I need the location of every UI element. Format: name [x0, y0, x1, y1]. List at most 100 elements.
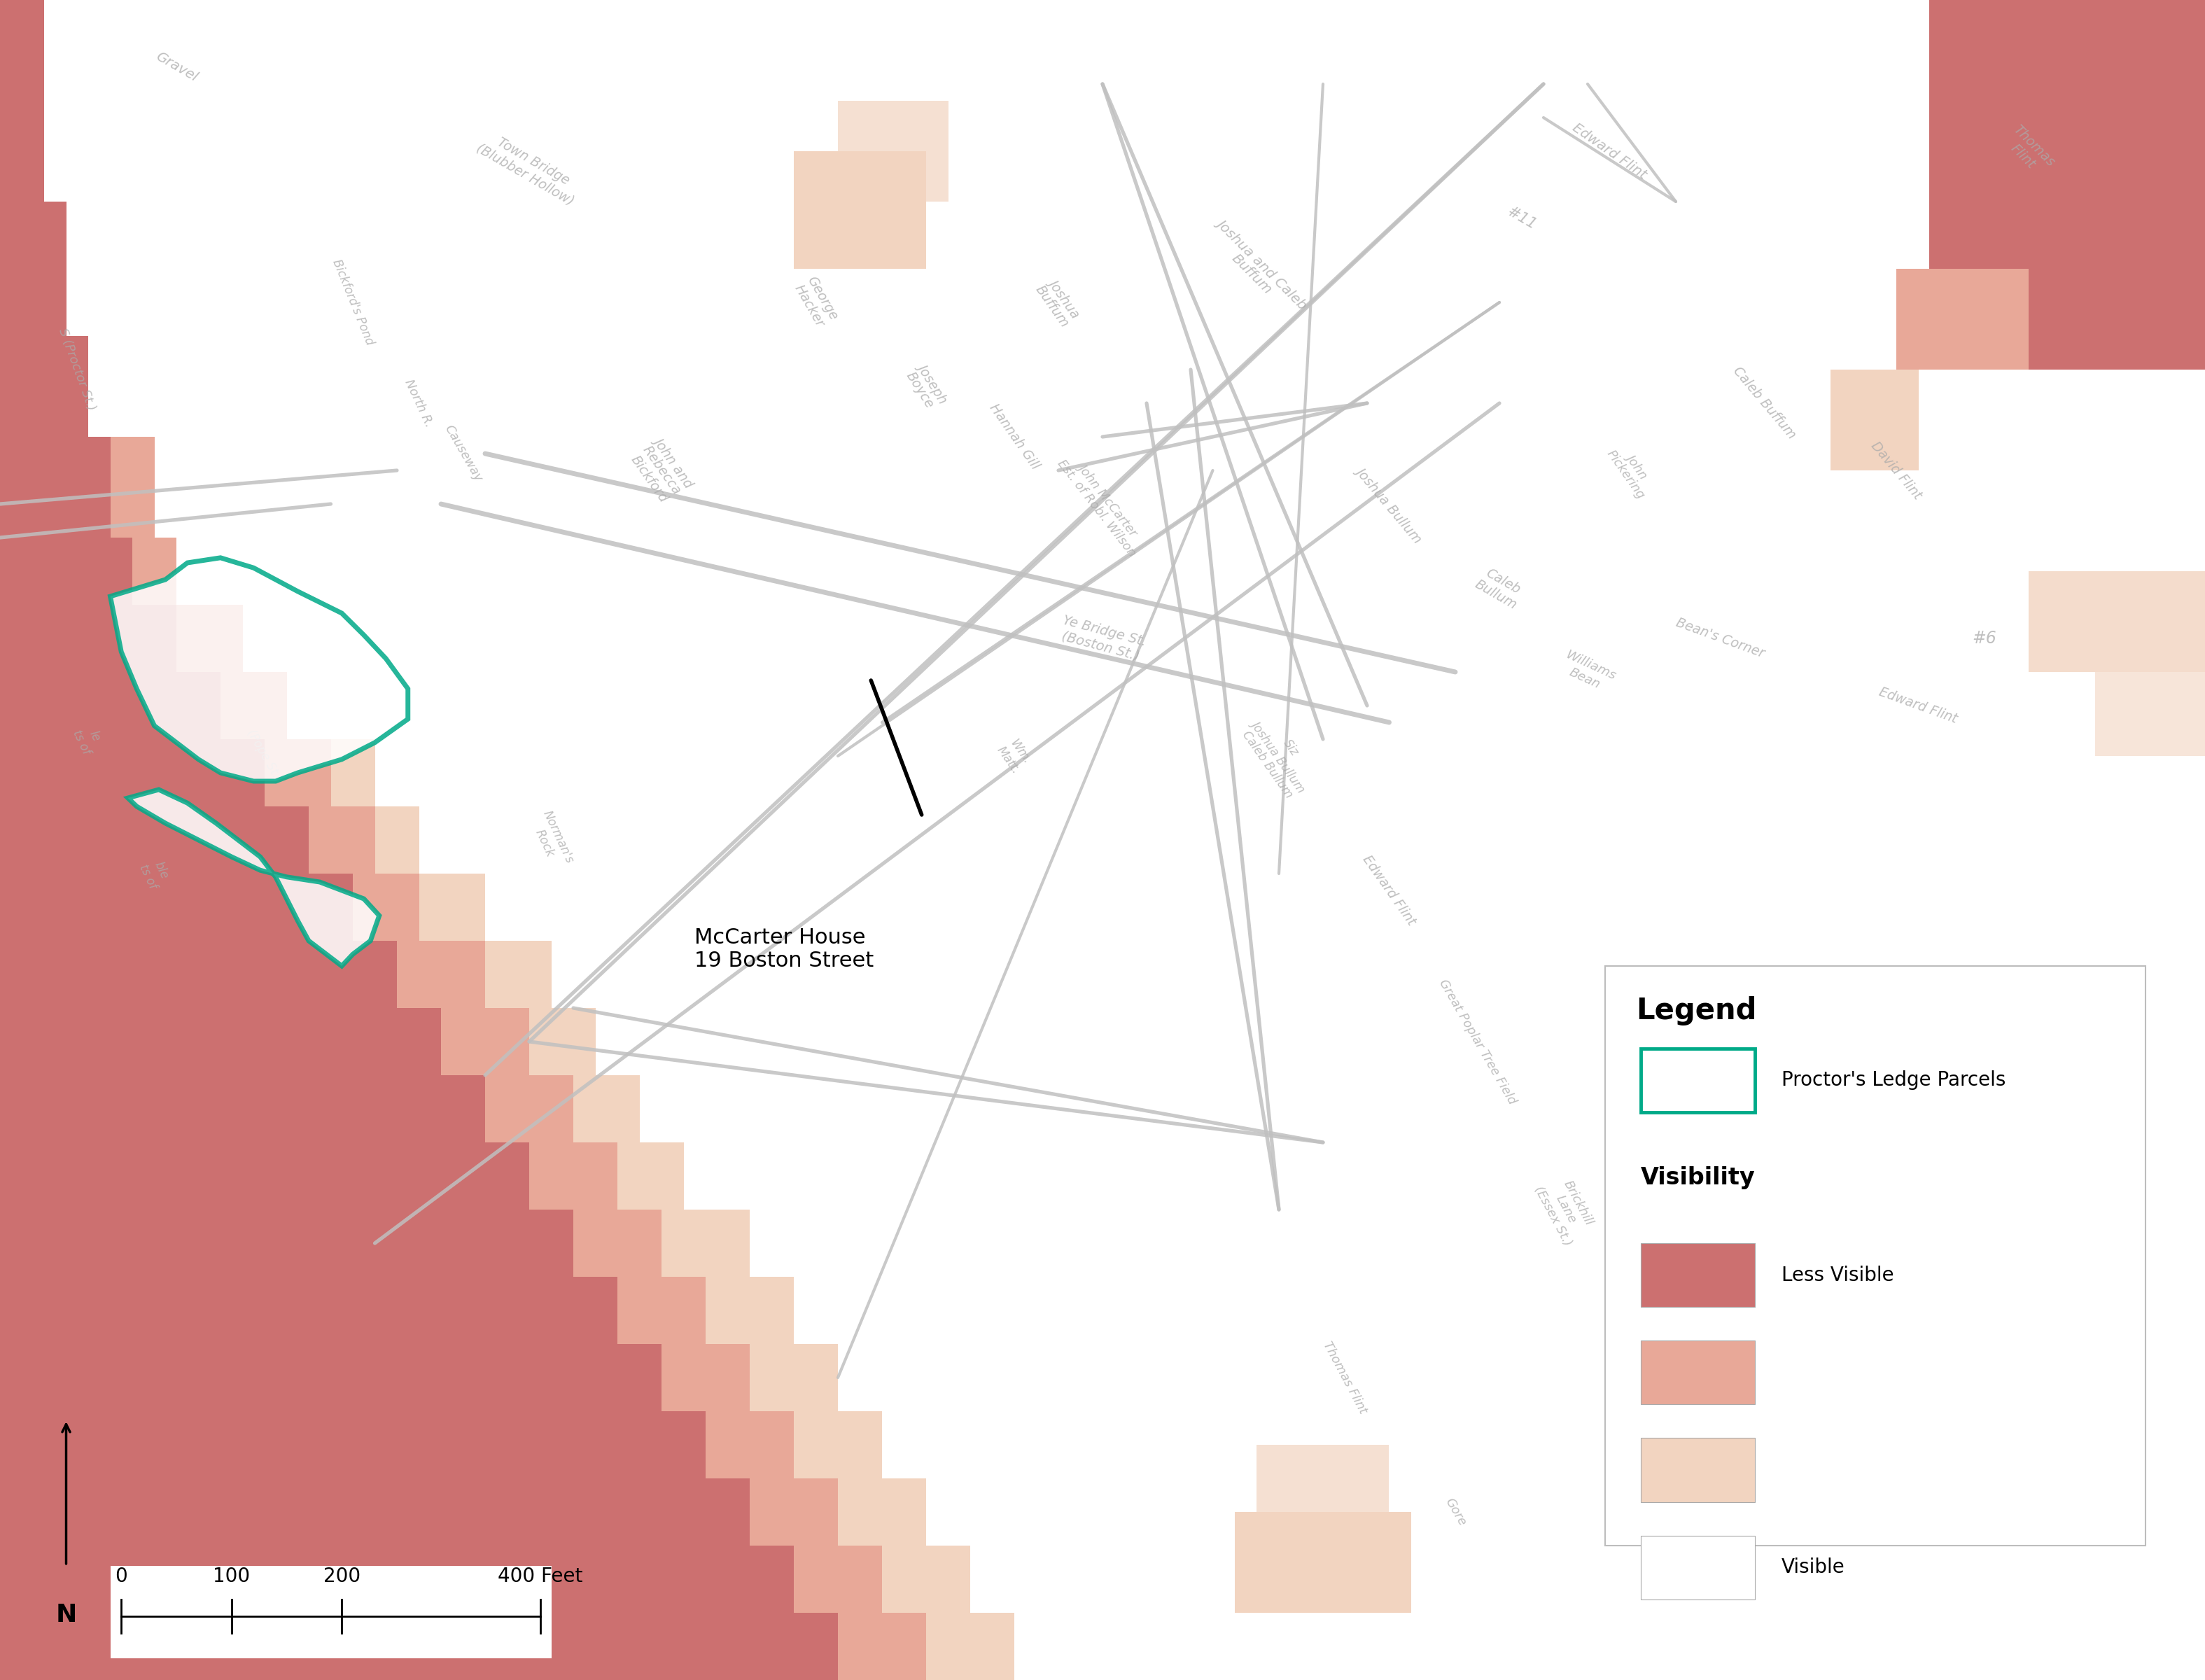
Text: Proctor's Ledge Parcels: Proctor's Ledge Parcels	[1782, 1070, 2007, 1090]
Text: Legend: Legend	[1636, 996, 1757, 1025]
Bar	[0, 437, 110, 538]
Text: le
ts of: le ts of	[71, 722, 106, 756]
Bar	[110, 437, 154, 538]
Text: Less Visible: Less Visible	[1782, 1265, 1894, 1285]
Bar	[419, 874, 485, 941]
Bar	[838, 1478, 926, 1546]
Bar	[1641, 1048, 1755, 1112]
Bar	[485, 941, 551, 1008]
Bar	[1830, 370, 1918, 470]
Bar	[794, 151, 926, 269]
Bar	[2029, 571, 2205, 672]
Text: McCarter House
19 Boston Street: McCarter House 19 Boston Street	[695, 927, 873, 971]
Text: #6: #6	[1971, 630, 1998, 647]
Text: (Pope St.): (Pope St.)	[245, 727, 284, 785]
Bar	[1641, 1438, 1755, 1502]
Bar	[662, 1210, 750, 1277]
Text: Brickhill
Lane
(Essex St.): Brickhill Lane (Essex St.)	[1532, 1171, 1599, 1248]
Text: Thomas
Flint: Thomas Flint	[2000, 123, 2057, 180]
Bar	[573, 1075, 639, 1142]
Bar	[926, 1613, 1014, 1680]
Bar	[0, 0, 44, 202]
Bar	[0, 1142, 529, 1210]
Bar	[0, 1008, 441, 1075]
Text: Thomas Flint: Thomas Flint	[1321, 1339, 1369, 1416]
Bar	[0, 739, 265, 806]
Text: Bickford's Pond: Bickford's Pond	[331, 257, 375, 348]
Text: Great Poplar Tree Field: Great Poplar Tree Field	[1435, 976, 1519, 1107]
Text: N: N	[55, 1603, 77, 1626]
Text: John
Pickering: John Pickering	[1605, 440, 1658, 501]
Text: Edward Flint: Edward Flint	[1876, 685, 1960, 726]
Bar	[838, 101, 948, 202]
Bar	[0, 1210, 573, 1277]
Text: Edward Flint: Edward Flint	[1570, 121, 1649, 181]
Bar	[220, 672, 287, 739]
Bar	[0, 1478, 750, 1546]
Text: David Flint: David Flint	[1868, 438, 1925, 502]
Text: 200: 200	[324, 1566, 359, 1586]
Bar	[750, 1478, 838, 1546]
Text: Town Bridge
(Blubber Hollow): Town Bridge (Blubber Hollow)	[474, 128, 584, 208]
Bar	[0, 672, 220, 739]
Text: Joshua and Caleb
Buffum: Joshua and Caleb Buffum	[1204, 215, 1310, 323]
Text: Caleb
Bullum: Caleb Bullum	[1473, 564, 1526, 612]
Bar	[331, 739, 375, 806]
Bar	[2095, 672, 2205, 756]
Text: Causeway: Causeway	[441, 423, 485, 484]
Bar	[1641, 1536, 1755, 1599]
Bar	[1929, 0, 2205, 269]
Bar	[1641, 1341, 1755, 1404]
Bar	[529, 1142, 617, 1210]
Bar	[375, 806, 419, 874]
Text: North R.: North R.	[401, 378, 437, 428]
Text: Williams
Bean: Williams Bean	[1557, 648, 1618, 696]
Bar	[617, 1277, 706, 1344]
Bar	[0, 1613, 838, 1680]
Bar	[1257, 1445, 1389, 1512]
Bar	[1896, 269, 2029, 370]
Text: #11: #11	[1504, 205, 1539, 232]
Text: Gravel: Gravel	[152, 50, 201, 84]
Bar	[0, 538, 132, 605]
Polygon shape	[128, 790, 379, 966]
Bar	[1641, 1243, 1755, 1307]
Bar	[353, 874, 419, 941]
Bar	[794, 1411, 882, 1478]
Bar	[0, 202, 66, 336]
Bar	[838, 1613, 926, 1680]
Bar	[1605, 966, 2145, 1546]
Text: ble
ts of: ble ts of	[137, 857, 172, 890]
Bar	[529, 1008, 595, 1075]
Bar	[0, 1411, 706, 1478]
Text: 400 Feet: 400 Feet	[498, 1566, 582, 1586]
Text: Siz
Joshua Bullum
Caleb Bullum: Siz Joshua Bullum Caleb Bullum	[1237, 709, 1321, 803]
Bar	[750, 1344, 838, 1411]
Bar	[617, 1142, 684, 1210]
Bar	[706, 1411, 794, 1478]
Text: Norman's
Rock: Norman's Rock	[527, 808, 576, 872]
Text: Bean's Corner: Bean's Corner	[1674, 617, 1766, 660]
Bar	[0, 1277, 617, 1344]
Polygon shape	[110, 558, 408, 781]
Text: S (Proctor St.): S (Proctor St.)	[57, 326, 97, 413]
Bar	[0, 1075, 485, 1142]
Bar	[485, 1075, 573, 1142]
Text: George
Hacker: George Hacker	[792, 274, 840, 331]
Text: Hannah Gill: Hannah Gill	[988, 402, 1041, 472]
Bar	[573, 1210, 662, 1277]
Text: 100: 100	[214, 1566, 249, 1586]
Bar	[0, 941, 397, 1008]
Bar	[0, 605, 176, 672]
Text: 0: 0	[115, 1566, 128, 1586]
Text: John McCarter
Est. of Robl. Wilson: John McCarter Est. of Robl. Wilson	[1054, 449, 1151, 559]
Text: Visibility: Visibility	[1641, 1166, 1755, 1189]
Bar	[706, 1277, 794, 1344]
Bar	[176, 605, 243, 672]
Bar	[882, 1546, 970, 1613]
Bar	[0, 336, 88, 437]
Bar	[794, 1546, 882, 1613]
Text: Ye Bridge St.
(Boston St.): Ye Bridge St. (Boston St.)	[1056, 613, 1149, 664]
Text: Joseph
Boyce: Joseph Boyce	[902, 360, 950, 413]
Bar	[397, 941, 485, 1008]
